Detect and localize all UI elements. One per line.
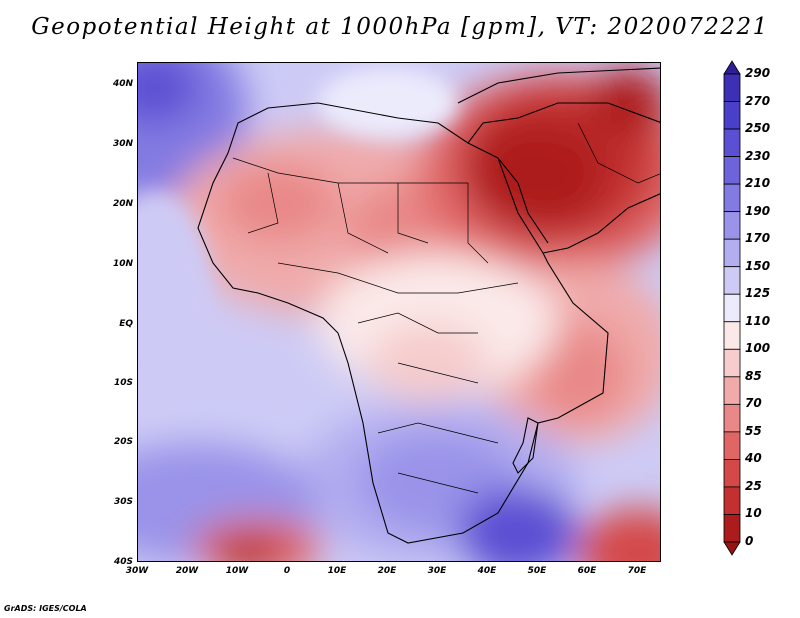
colorbar-segment [723, 266, 741, 295]
colorbar-tick-label: 0 [745, 534, 754, 548]
colorbar-tick-label: 210 [745, 176, 771, 191]
lon-label-20w: 20W [175, 566, 199, 576]
field-detail [138, 68, 458, 413]
colorbar-tick-label: 290 [745, 66, 771, 80]
lat-label-40s: 40S [113, 557, 133, 567]
colorbar-tick-label: 125 [745, 286, 771, 301]
colorbar [723, 60, 741, 556]
lon-label-0: 0 [283, 566, 291, 576]
country-borders [232, 122, 660, 494]
colorbar-segment [723, 431, 741, 460]
geopotential-map [138, 63, 660, 561]
colorbar-bottom-arrow [723, 541, 741, 556]
colorbar-tick-label: 100 [745, 341, 771, 356]
lat-label-30s: 30S [113, 497, 133, 507]
colorbar-segment [723, 183, 741, 213]
colorbar-segment [723, 376, 741, 405]
lon-label-10w: 10W [225, 566, 249, 576]
lon-label-30w: 30W [125, 566, 149, 576]
colorbar-segment [723, 156, 741, 185]
lon-label-10e: 10E [327, 566, 347, 576]
lat-label-30n: 30N [112, 139, 133, 149]
colorbar-tick-label: 250 [745, 121, 771, 136]
plot-title: Geopotential Height at 1000hPa [gpm], VT… [31, 14, 769, 40]
colorbar-segment [723, 101, 741, 130]
colorbar-segment [723, 73, 741, 102]
colorbar-segment [723, 128, 741, 157]
colorbar-tick-label: 25 [745, 478, 762, 493]
colorbar-tick-label: 170 [745, 231, 771, 246]
lon-label-30e: 30E [427, 566, 447, 576]
colorbar-top-arrow [723, 60, 741, 75]
lat-label-10s: 10S [113, 378, 133, 388]
colorbar-segment [723, 459, 741, 488]
colorbar-tick-label: 190 [745, 203, 771, 218]
colorbar-tick-label: 70 [745, 396, 762, 411]
colorbar-tick-label: 270 [745, 93, 771, 108]
lon-label-50e: 50E [527, 566, 547, 576]
colorbar-segment [723, 403, 741, 433]
colorbar-tick-label: 230 [745, 148, 771, 163]
colorbar-tick-label: 110 [745, 313, 771, 328]
lat-label-eq: EQ [119, 319, 133, 329]
colorbar-segment [723, 348, 741, 378]
lon-label-70e: 70E [627, 566, 647, 576]
lon-label-20e: 20E [377, 566, 397, 576]
colorbar-tick-label: 150 [745, 258, 771, 273]
colorbar-segment [723, 211, 741, 240]
colorbar-segment [723, 514, 741, 543]
colorbar-tick-label: 55 [745, 423, 762, 438]
colorbar-segment [723, 238, 741, 268]
field-shading [138, 63, 660, 561]
colorbar-tick-label: 10 [745, 506, 762, 521]
colorbar-segment [723, 486, 741, 515]
lon-label-60e: 60E [577, 566, 597, 576]
coastlines [197, 67, 660, 544]
lat-label-20n: 20N [112, 199, 133, 209]
colorbar-tick-label: 40 [745, 451, 762, 466]
lat-label-20s: 20S [113, 437, 133, 447]
lat-label-40n: 40N [112, 79, 133, 89]
colorbar-tick-label: 85 [745, 368, 762, 383]
lat-label-10n: 10N [112, 259, 133, 269]
map-panel [137, 62, 661, 562]
colorbar-segment [723, 293, 741, 323]
colorbar-segment [723, 321, 741, 350]
credit-text: GrADS: IGES/COLA [4, 604, 87, 613]
lon-label-40e: 40E [477, 566, 497, 576]
